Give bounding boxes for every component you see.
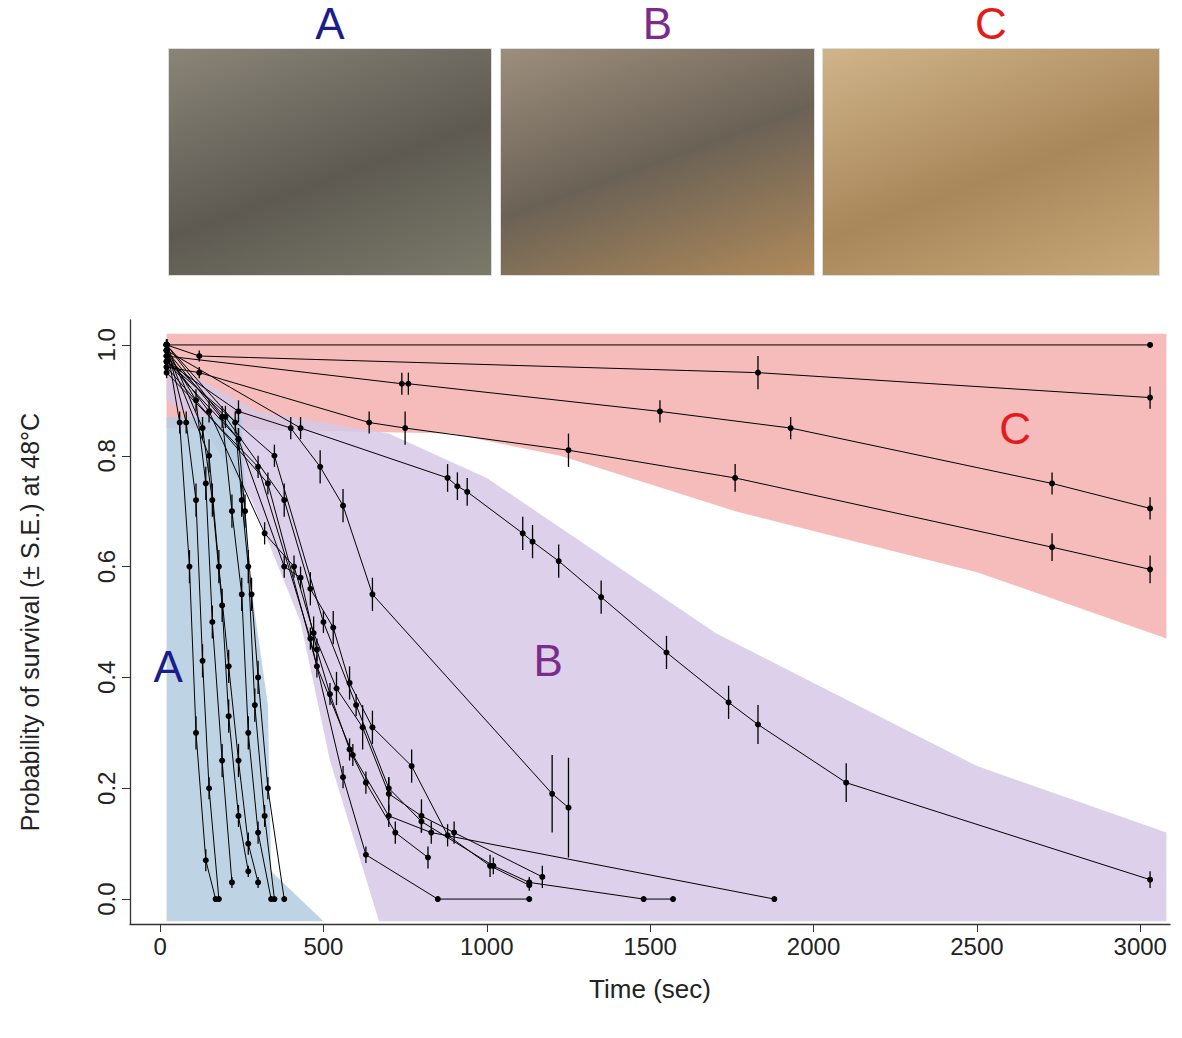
svg-text:3000: 3000 xyxy=(1114,933,1167,960)
html-text:B: B xyxy=(642,0,673,48)
svg-text:0: 0 xyxy=(153,933,166,960)
svg-text:Probability of survival (± S.E: Probability of survival (± S.E.) at 48°C xyxy=(16,413,44,831)
svg-text:A: A xyxy=(154,642,184,691)
html-text:C: C xyxy=(975,0,1007,48)
svg-text:C: C xyxy=(999,404,1031,453)
svg-text:1.0: 1.0 xyxy=(93,328,120,361)
svg-text:0.4: 0.4 xyxy=(93,661,120,694)
svg-text:Time (sec): Time (sec) xyxy=(589,974,711,1004)
html-text:A: A xyxy=(315,0,345,48)
svg-text:B: B xyxy=(534,636,563,685)
svg-text:0.8: 0.8 xyxy=(93,439,120,472)
svg-text:1000: 1000 xyxy=(460,933,513,960)
svg-text:1500: 1500 xyxy=(623,933,676,960)
svg-text:500: 500 xyxy=(303,933,343,960)
svg-text:2000: 2000 xyxy=(787,933,840,960)
svg-text:0.6: 0.6 xyxy=(93,550,120,583)
svg-text:0.0: 0.0 xyxy=(93,882,120,915)
svg-text:2500: 2500 xyxy=(950,933,1003,960)
svg-text:0.2: 0.2 xyxy=(93,772,120,805)
